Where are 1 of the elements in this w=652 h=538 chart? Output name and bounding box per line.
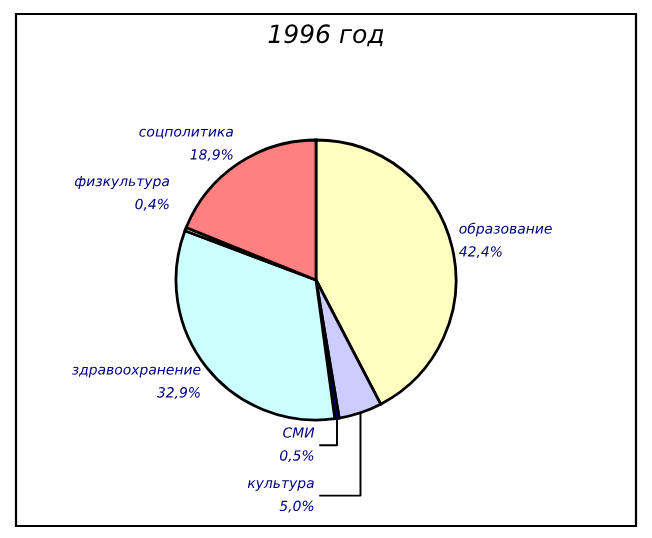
chart-title: 1996 год: [268, 24, 384, 47]
